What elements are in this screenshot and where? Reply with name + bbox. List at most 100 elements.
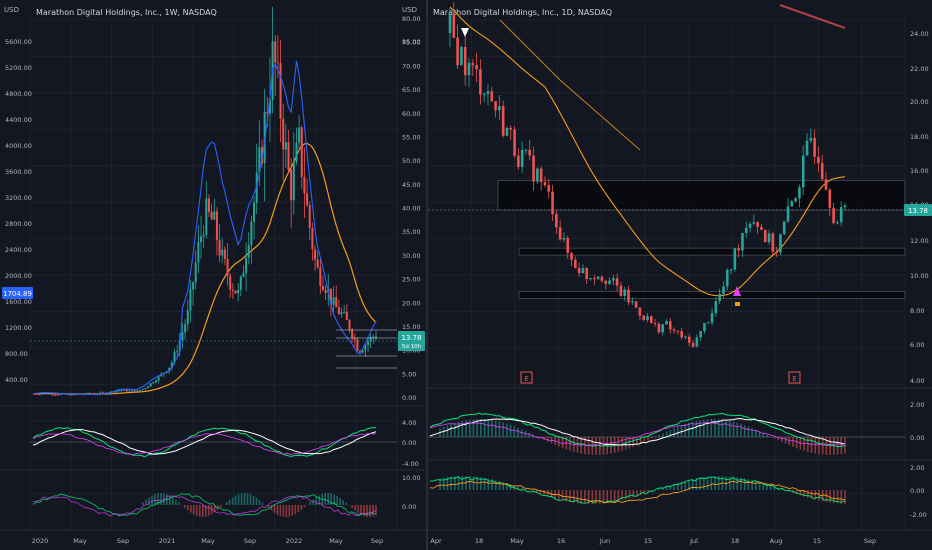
right-price-tag-text: 13.78	[908, 207, 928, 215]
right-y-tick: 18.00	[910, 133, 929, 141]
right-osc-histogram-bar	[669, 485, 672, 490]
right-osc-histogram-bar	[450, 476, 452, 490]
right-osc-histogram-bar	[598, 490, 601, 504]
right-candle	[661, 324, 664, 333]
left-chart-title[interactable]: Marathon Digital Holdings, Inc., 1W, NAS…	[36, 8, 217, 17]
right-candle	[585, 268, 589, 279]
left-candle	[115, 390, 118, 393]
left-inner-y-tick: 60.00	[402, 110, 421, 118]
left-osc-line	[32, 493, 377, 517]
right-macd-histogram-bar	[450, 424, 452, 437]
left-candle	[351, 329, 354, 339]
right-osc-histogram-bar	[781, 489, 783, 490]
right-osc-histogram-bar	[613, 490, 616, 502]
left-osc-histogram-bar	[312, 499, 315, 505]
left-osc-histogram-bar	[237, 494, 240, 505]
svg-text:E: E	[792, 375, 796, 383]
left-osc-histogram-bar	[327, 493, 330, 505]
left-osc-histogram-bar	[219, 505, 222, 508]
sell-signal-arrow	[461, 28, 469, 37]
right-osc-histogram-bar	[833, 490, 835, 504]
right-candle	[801, 155, 805, 188]
right-osc-histogram-bar	[717, 476, 720, 490]
right-candle	[680, 331, 683, 338]
left-candle	[364, 344, 367, 351]
right-candle	[665, 321, 668, 325]
left-osc-histogram-bar	[252, 495, 255, 505]
right-candle	[638, 307, 642, 316]
right-osc-histogram-bar	[743, 478, 746, 490]
left-candle	[128, 390, 131, 392]
left-candle	[308, 205, 311, 229]
left-osc-histogram-bar	[348, 505, 350, 506]
right-osc-histogram-bar	[810, 490, 813, 499]
right-candle	[505, 127, 509, 136]
right-macd-histogram-bar	[717, 419, 720, 437]
left-osc-histogram-bar	[204, 505, 207, 517]
buy-signal-arrow	[733, 286, 741, 296]
right-osc-histogram-bar	[602, 490, 605, 504]
right-candle	[627, 289, 630, 303]
right-macd-histogram-bar	[673, 428, 675, 437]
right-osc-histogram-bar	[769, 485, 772, 490]
right-osc-histogram-bar	[695, 478, 698, 490]
left-osc-histogram-bar	[342, 500, 344, 505]
right-osc-histogram-bar	[836, 490, 839, 504]
right-candle	[634, 301, 638, 308]
left-x-tick: Sep	[244, 537, 256, 545]
right-candle	[631, 301, 634, 303]
earnings-marker-2[interactable]: E	[788, 371, 801, 384]
right-macd-histogram-bar	[502, 422, 504, 437]
right-macd-tick: 0.00	[910, 434, 924, 442]
right-candle	[581, 268, 585, 273]
left-candle	[210, 211, 213, 220]
left-osc-histogram-bar	[145, 499, 147, 505]
right-osc-histogram-bar	[688, 479, 690, 490]
left-osc-histogram-bar	[210, 505, 213, 515]
right-candle	[794, 198, 797, 202]
right-osc-histogram-bar	[528, 490, 530, 491]
right-candle	[839, 207, 843, 223]
left-candle	[99, 392, 102, 395]
right-candle	[467, 62, 471, 76]
earnings-marker[interactable]: E	[520, 371, 533, 384]
left-outer-y-tick: 5600.00	[5, 38, 32, 46]
right-osc-histogram-bar	[736, 477, 739, 490]
right-candle	[805, 140, 809, 156]
right-candle	[517, 155, 520, 167]
right-macd-histogram-bar	[736, 422, 739, 437]
right-macd-histogram-bar	[721, 419, 724, 437]
left-candle	[284, 142, 287, 150]
left-candle	[279, 63, 282, 119]
left-inner-y-tick: 30.00	[402, 252, 421, 260]
left-candle	[361, 350, 364, 353]
left-candle	[131, 390, 134, 392]
right-candle	[767, 233, 771, 243]
right-macd-histogram-bar	[610, 437, 612, 454]
left-osc-histogram-bar	[336, 495, 338, 505]
left-outer-y-tick: 2400.00	[5, 246, 32, 254]
right-chart-title[interactable]: Marathon Digital Holdings, Inc., 1D, NAS…	[433, 8, 612, 17]
left-outer-y-tick: 5200.00	[5, 64, 32, 72]
right-candle	[596, 276, 600, 279]
right-osc-histogram-bar	[643, 490, 646, 494]
right-x-tick: May	[510, 537, 524, 545]
left-candle	[48, 393, 51, 395]
right-candle	[722, 286, 725, 294]
left-inner-y-tick: 0.00	[402, 394, 416, 402]
right-price-tag: 13.78	[904, 204, 932, 216]
right-osc-histogram-bar	[487, 478, 490, 490]
left-outer-y-tick: 4400.00	[5, 116, 32, 124]
right-candle	[509, 127, 513, 130]
right-macd-histogram-bar	[688, 422, 690, 437]
right-osc-histogram-bar	[595, 490, 597, 504]
left-candle	[56, 394, 59, 396]
left-osc-histogram-bar	[234, 495, 237, 505]
left-osc-histogram-bar	[228, 499, 231, 505]
right-macd-histogram-bar	[665, 431, 668, 437]
left-candle	[54, 394, 57, 396]
right-macd-histogram-bar	[840, 437, 843, 455]
right-macd-histogram-bar	[558, 437, 560, 447]
left-candle	[46, 393, 49, 395]
left-osc-histogram-bar	[315, 497, 318, 505]
